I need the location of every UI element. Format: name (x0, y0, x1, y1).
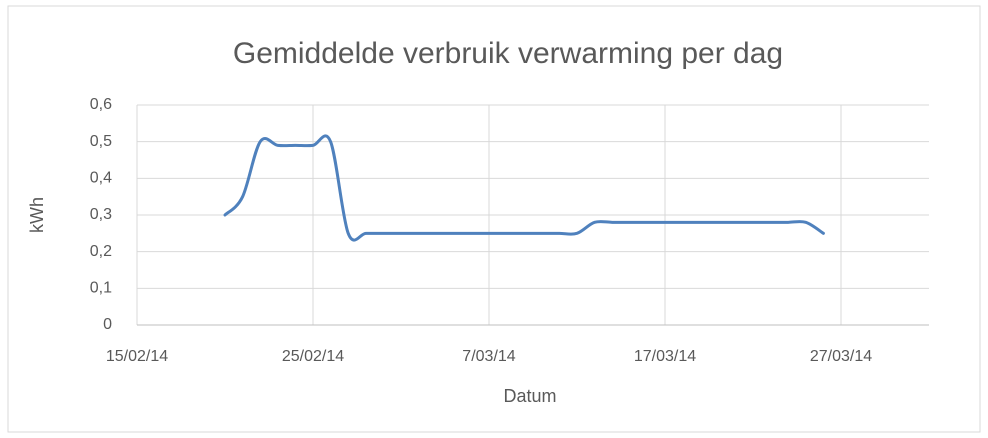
chart-title: Gemiddelde verbruik verwarming per dag (233, 37, 783, 70)
y-tick-label: 0,6 (90, 96, 112, 113)
data-line (223, 134, 825, 242)
x-tick-label: 17/03/14 (634, 348, 696, 365)
x-axis-label: Datum (503, 386, 556, 406)
y-tick-label: 0 (103, 316, 112, 333)
x-tick-label: 25/02/14 (282, 348, 344, 365)
y-tick-label: 0,3 (90, 206, 112, 223)
chart-border (7, 5, 981, 433)
y-tick-label: 0,2 (90, 243, 112, 260)
y-tick-label: 0,5 (90, 133, 112, 150)
y-tick-label: 0,4 (90, 170, 112, 187)
x-tick-label: 15/02/14 (106, 348, 168, 365)
y-axis-label: kWh (27, 197, 47, 233)
x-tick-label: 7/03/14 (462, 348, 515, 365)
y-tick-label: 0,1 (90, 280, 112, 297)
x-tick-label: 27/03/14 (810, 348, 872, 365)
